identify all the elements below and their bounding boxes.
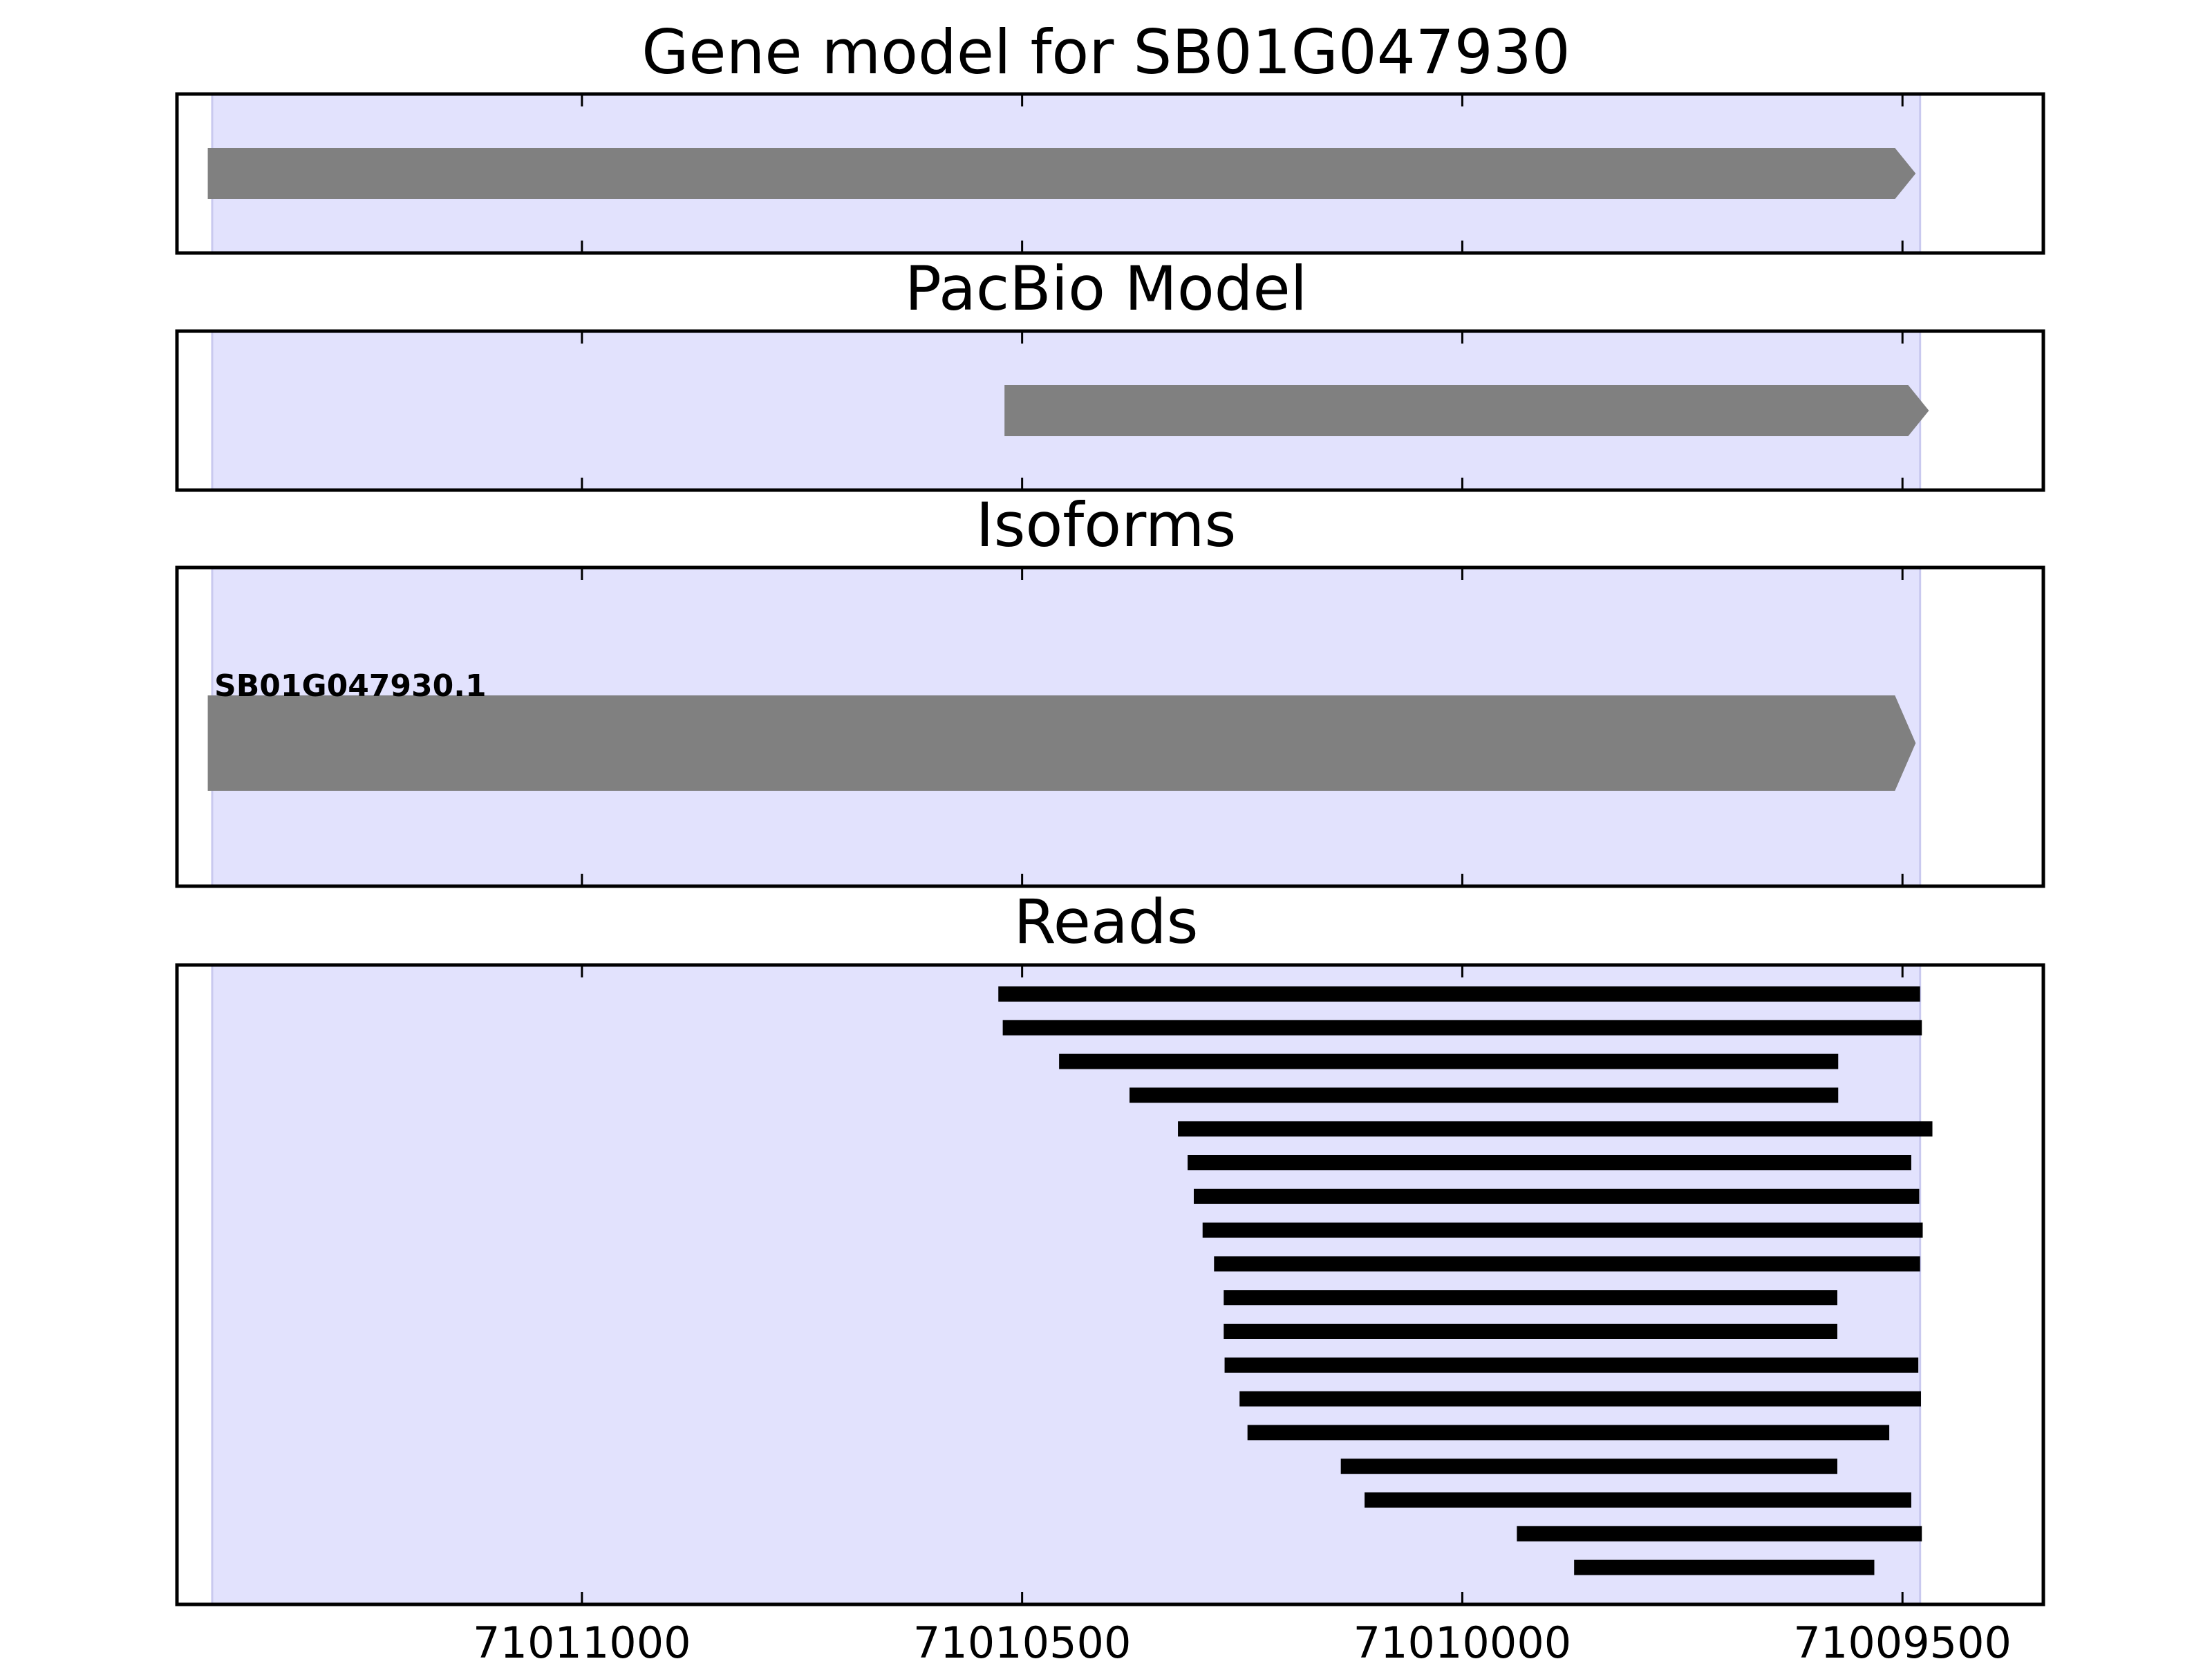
read-bar <box>1224 1290 1837 1306</box>
isoform-label: SB01G047930.1 <box>214 668 487 704</box>
read-bar <box>1340 1459 1837 1474</box>
read-bar <box>1239 1391 1921 1407</box>
isoforms-features <box>207 695 1916 791</box>
read-bar <box>1365 1492 1911 1508</box>
pacbio-model-features <box>1004 385 1929 436</box>
pacbio-model-feature-arrow <box>1004 385 1929 436</box>
read-bar <box>1214 1256 1920 1272</box>
read-bar <box>1059 1053 1839 1069</box>
read-bar <box>1002 1020 1922 1035</box>
read-bar <box>1188 1155 1911 1170</box>
x-tick-label-3: 71009500 <box>1793 1618 2012 1659</box>
x-tick-label-0: 71011000 <box>473 1618 691 1659</box>
isoforms-ticks <box>581 568 1904 886</box>
panel-isoforms: Isoforms SB01G047930.1 <box>175 489 2045 888</box>
reads-bars <box>998 986 1933 1575</box>
x-tick-label-1: 71010500 <box>913 1618 1132 1659</box>
gene-model-feature-arrow <box>207 148 1916 199</box>
x-axis-tick-labels: 71011000 71010500 71010000 71009500 <box>473 1618 2012 1659</box>
read-bar <box>1247 1425 1890 1441</box>
gene-model-ticks <box>581 94 1904 253</box>
isoforms-feature-arrow <box>207 695 1916 791</box>
gene-model-title: Gene model for SB01G047930 <box>641 17 1571 88</box>
x-tick-label-2: 71010000 <box>1353 1618 1572 1659</box>
gene-model-features <box>207 148 1916 199</box>
read-bar <box>1178 1121 1933 1137</box>
reads-frame <box>175 963 2045 1606</box>
read-bar <box>1517 1526 1922 1541</box>
reads-title: Reads <box>1014 886 1199 957</box>
read-bar <box>1574 1559 1875 1575</box>
gene-model-frame <box>175 92 2045 255</box>
panel-gene-model: Gene model for SB01G047930 <box>175 17 2045 255</box>
pacbio-model-frame <box>175 329 2045 492</box>
pacbio-model-ticks <box>581 331 1904 490</box>
isoforms-frame <box>175 565 2045 888</box>
reads-ticks <box>581 965 1904 1604</box>
read-bar <box>1130 1087 1839 1103</box>
read-bar <box>998 986 1920 1002</box>
pacbio-model-title: PacBio Model <box>905 253 1307 324</box>
panel-pacbio-model: PacBio Model <box>175 253 2045 492</box>
read-bar <box>1224 1324 1837 1339</box>
read-bar <box>1193 1188 1920 1204</box>
isoforms-title: Isoforms <box>976 489 1237 561</box>
read-bar <box>1224 1357 1919 1373</box>
panel-reads: Reads 71011000 71010500 71010000 7100950… <box>175 886 2045 1659</box>
read-bar <box>1202 1222 1923 1238</box>
